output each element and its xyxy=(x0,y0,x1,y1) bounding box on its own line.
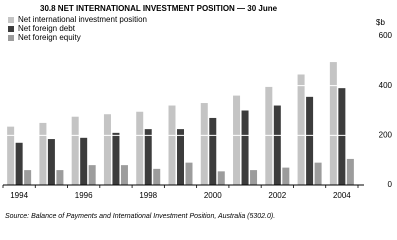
bar xyxy=(136,111,144,185)
bar xyxy=(346,158,354,185)
bar xyxy=(217,171,225,185)
legend-swatch xyxy=(8,26,14,32)
y-tick-label: 0 xyxy=(388,180,393,189)
bar xyxy=(185,162,193,185)
bar xyxy=(15,142,23,185)
y-axis-label: $b xyxy=(376,18,385,27)
legend-label: Net foreign equity xyxy=(18,33,81,42)
chart-title: 30.8 NET INTERNATIONAL INVESTMENT POSITI… xyxy=(40,4,278,13)
y-tick-label: 600 xyxy=(379,31,393,40)
legend-swatch xyxy=(8,35,14,41)
bar xyxy=(314,162,322,185)
x-tick-label: 1994 xyxy=(10,191,28,200)
bar xyxy=(282,167,290,185)
bar xyxy=(209,117,217,185)
x-tick-label: 2002 xyxy=(268,191,286,200)
x-tick-label: 1996 xyxy=(75,191,93,200)
bar xyxy=(120,165,128,185)
bar xyxy=(233,95,241,185)
y-tick-label: 400 xyxy=(379,81,393,90)
bar xyxy=(56,170,64,185)
bar xyxy=(241,110,249,185)
bar xyxy=(177,129,184,185)
bar xyxy=(39,122,47,185)
source-note: Source: Balance of Payments and Internat… xyxy=(5,213,275,220)
x-tick-label: 2000 xyxy=(204,191,222,200)
bar xyxy=(88,165,96,185)
bar xyxy=(80,137,88,185)
bar xyxy=(297,74,305,185)
bar xyxy=(7,126,15,185)
bar xyxy=(200,103,208,185)
bar xyxy=(47,139,55,185)
y-tick-label: 200 xyxy=(379,130,393,139)
bar xyxy=(112,132,120,185)
bar xyxy=(153,168,161,185)
legend-swatch xyxy=(8,17,14,23)
legend-label: Net international investment position xyxy=(18,15,147,24)
bar xyxy=(144,129,152,185)
bar xyxy=(273,105,281,185)
chart: 30.8 NET INTERNATIONAL INVESTMENT POSITI… xyxy=(2,4,393,220)
bar xyxy=(329,62,337,186)
bar xyxy=(168,105,176,185)
bar xyxy=(265,86,273,185)
legend-label: Net foreign debt xyxy=(18,24,76,33)
bar xyxy=(103,114,111,185)
bar xyxy=(71,116,79,185)
bar xyxy=(250,170,258,185)
bar xyxy=(338,88,346,185)
x-tick-label: 2004 xyxy=(333,191,351,200)
bar xyxy=(306,96,314,185)
x-tick-label: 1998 xyxy=(139,191,157,200)
bar xyxy=(24,170,32,185)
